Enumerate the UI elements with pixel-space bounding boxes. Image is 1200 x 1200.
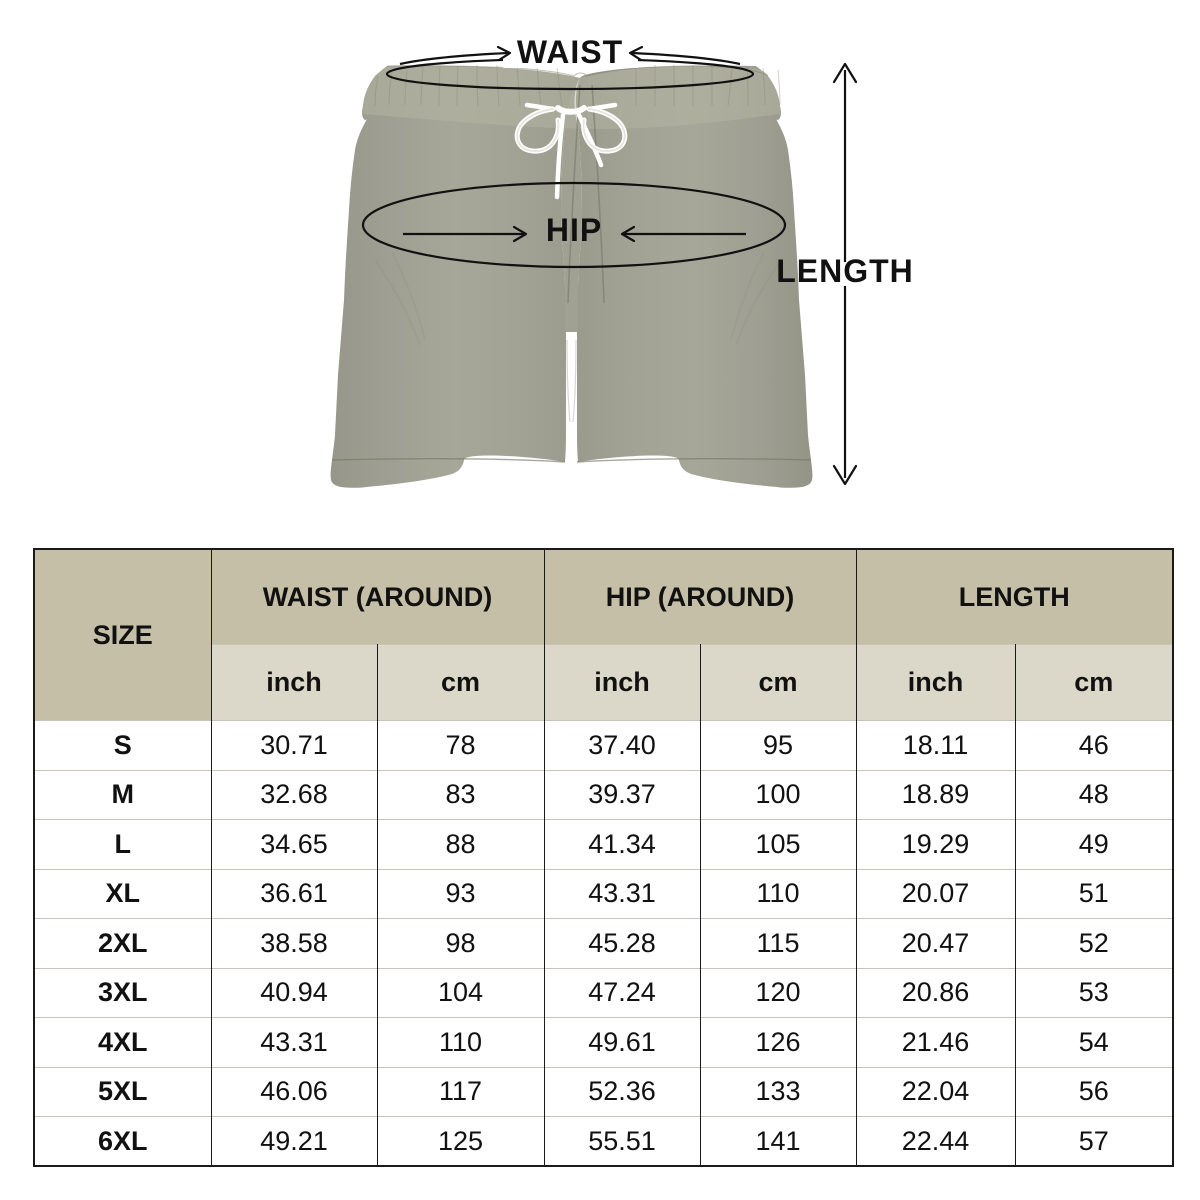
svg-text:HIP: HIP — [546, 212, 602, 248]
svg-text:LENGTH: LENGTH — [776, 253, 914, 289]
svg-text:WAIST: WAIST — [517, 34, 623, 70]
